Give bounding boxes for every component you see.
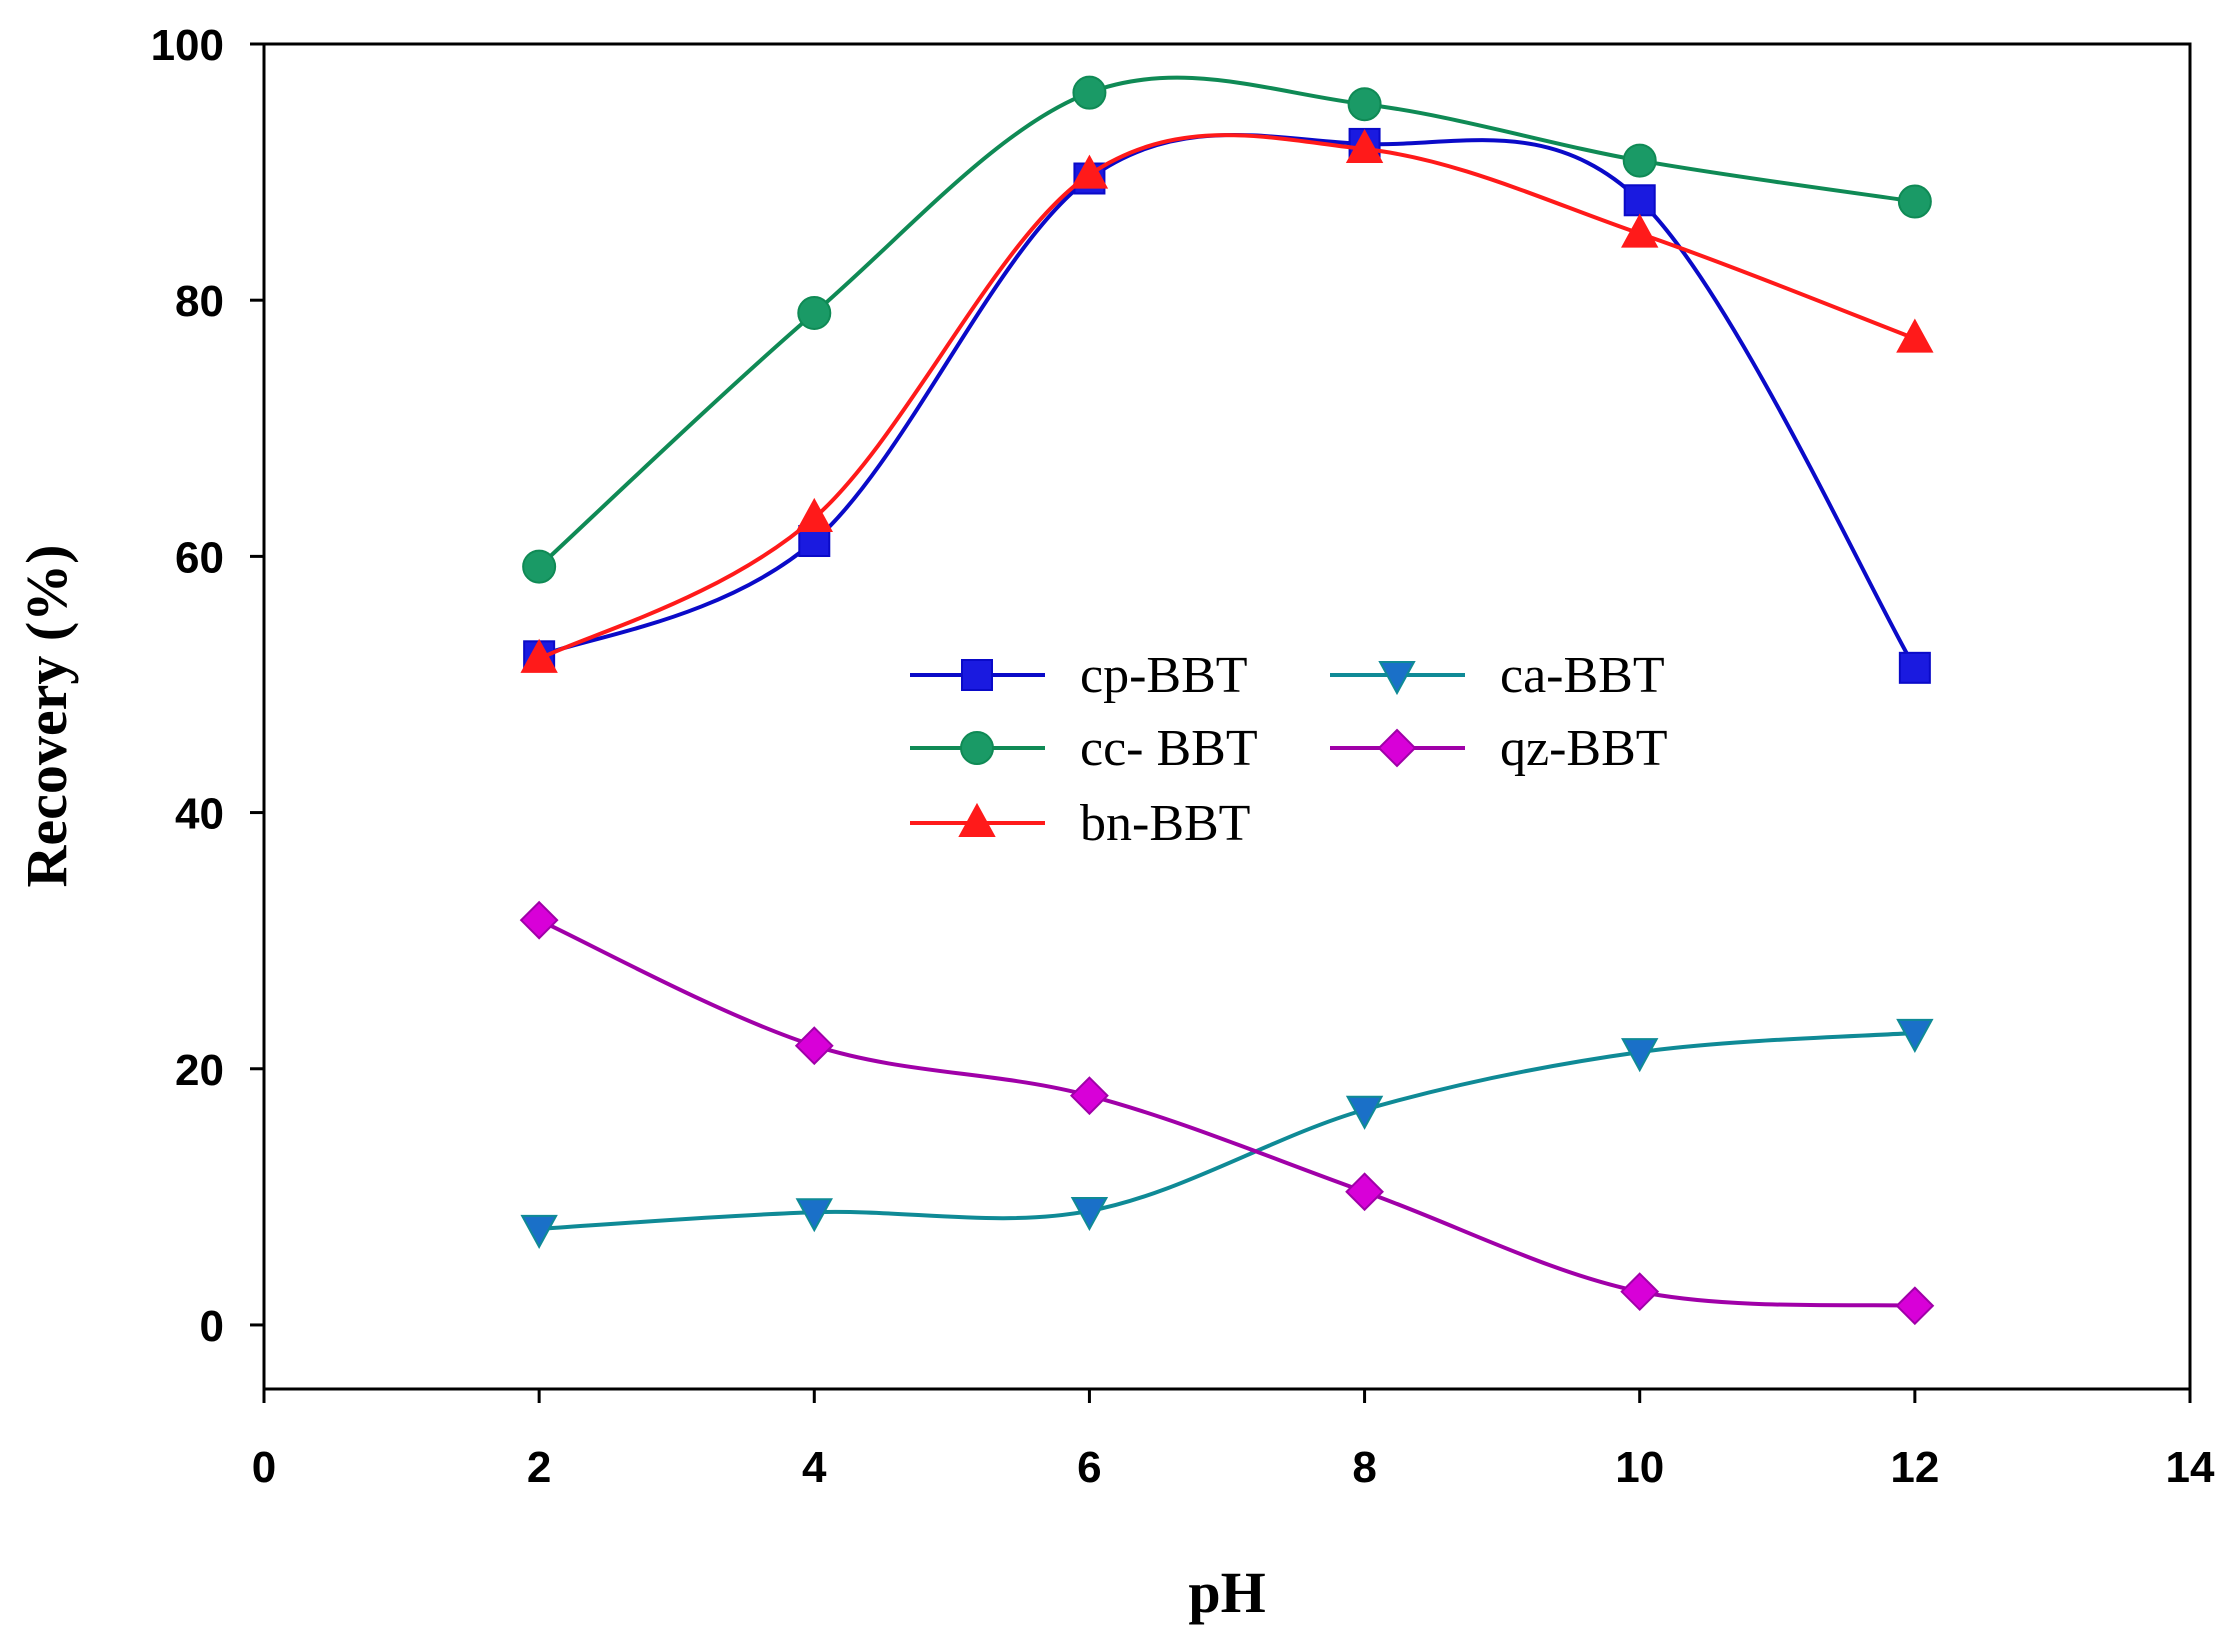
series-ca-bbt — [520, 1018, 1934, 1249]
legend-item-cp-bbt: cp-BBT — [910, 647, 1248, 704]
point-qz-bbt-ph2 — [519, 900, 559, 940]
point-ca-bbt-ph4 — [795, 1198, 833, 1233]
legend-item-cc-bbt: cc- BBT — [910, 720, 1258, 777]
series-line-ca-bbt — [539, 1030, 1915, 1231]
point-ca-bbt-ph6 — [1070, 1196, 1109, 1232]
legend-marker-cp-bbt — [961, 659, 993, 691]
x-tick-label-8: 8 — [1352, 1443, 1376, 1492]
series-qz-bbt — [519, 900, 1935, 1326]
y-tick-label-80: 80 — [175, 277, 224, 326]
point-bn-bbt-ph10 — [1621, 213, 1659, 248]
series-line-cc-bbt — [537, 75, 1916, 569]
legend-marker-cc-bbt — [960, 731, 994, 765]
point-bn-bbt-ph2 — [520, 638, 558, 673]
point-qz-bbt-ph12 — [1895, 1286, 1935, 1326]
y-tick-label-100: 100 — [151, 21, 224, 70]
point-qz-bbt-ph4 — [794, 1026, 834, 1066]
x-tick-label-10: 10 — [1615, 1443, 1664, 1492]
point-cp-bbt-ph10 — [1623, 184, 1656, 217]
x-tick-label-6: 6 — [1077, 1443, 1101, 1492]
y-tick-label-60: 60 — [175, 533, 224, 582]
series-cp-bbt — [523, 127, 1931, 684]
point-cc-bbt-ph10 — [1622, 143, 1657, 178]
legend-item-ca-bbt: ca-BBT — [1330, 647, 1665, 704]
y-tick-label-20: 20 — [175, 1046, 224, 1095]
point-ca-bbt-ph12 — [1896, 1018, 1934, 1053]
axis-ticks: 0 2 4 6 8 10 12 14 0 20 40 60 80 100 — [151, 21, 2215, 1492]
x-tick-label-12: 12 — [1890, 1443, 1939, 1492]
point-qz-bbt-ph8 — [1345, 1172, 1384, 1212]
legend-label-cp-bbt: cp-BBT — [1080, 647, 1248, 704]
legend-label-ca-bbt: ca-BBT — [1500, 647, 1665, 704]
point-ca-bbt-ph2 — [520, 1214, 558, 1249]
series-line-cp-bbt — [538, 133, 1917, 669]
series-line-bn-bbt — [538, 133, 1916, 661]
point-cc-bbt-ph8 — [1347, 87, 1382, 122]
legend-marker-ca-bbt — [1378, 661, 1416, 696]
series-cc-bbt — [522, 75, 1932, 584]
legend-label-cc-bbt: cc- BBT — [1080, 720, 1258, 777]
x-tick-label-0: 0 — [252, 1443, 276, 1492]
point-cc-bbt-ph6 — [1072, 75, 1107, 110]
y-tick-label-40: 40 — [175, 790, 224, 839]
point-ca-bbt-ph10 — [1621, 1038, 1659, 1073]
x-tick-label-4: 4 — [802, 1443, 827, 1492]
legend-label-qz-bbt: qz-BBT — [1500, 720, 1668, 777]
y-axis-title: Recovery (%) — [14, 545, 79, 888]
point-bn-bbt-ph12 — [1896, 318, 1934, 353]
point-cp-bbt-ph12 — [1898, 651, 1931, 684]
legend: cp-BBT ca-BBT cc- BBT qz-BBT bn-BBT — [910, 647, 1668, 852]
x-axis-title: pH — [1188, 1560, 1265, 1625]
point-bn-bbt-ph8 — [1345, 128, 1384, 164]
point-qz-bbt-ph6 — [1070, 1076, 1109, 1116]
series-bn-bbt — [520, 128, 1934, 673]
point-cc-bbt-ph2 — [522, 549, 557, 584]
x-tick-label-14: 14 — [2166, 1443, 2215, 1492]
legend-item-qz-bbt: qz-BBT — [1330, 720, 1668, 777]
legend-item-bn-bbt: bn-BBT — [910, 795, 1250, 852]
series-line-qz-bbt — [538, 918, 1915, 1308]
series-lines — [519, 75, 1935, 1326]
plot-frame — [262, 42, 2192, 1391]
point-cc-bbt-ph12 — [1897, 184, 1932, 219]
point-qz-bbt-ph10 — [1620, 1272, 1660, 1312]
point-bn-bbt-ph6 — [1070, 154, 1109, 189]
x-tick-label-2: 2 — [527, 1443, 551, 1492]
point-ca-bbt-ph8 — [1345, 1095, 1384, 1130]
point-cc-bbt-ph4 — [797, 296, 832, 330]
y-tick-label-0: 0 — [200, 1302, 224, 1351]
point-bn-bbt-ph4 — [795, 497, 833, 532]
legend-label-bn-bbt: bn-BBT — [1080, 795, 1250, 852]
legend-marker-qz-bbt — [1377, 728, 1417, 768]
legend-marker-bn-bbt — [958, 802, 996, 837]
